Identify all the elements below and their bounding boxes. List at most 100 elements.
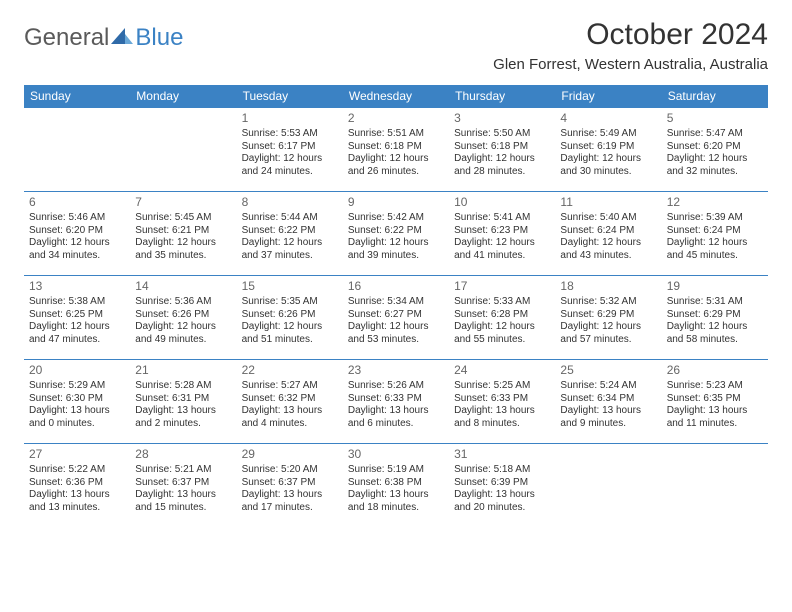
day-number: 7 xyxy=(135,195,231,210)
day-number: 12 xyxy=(667,195,763,210)
calendar-cell: 6Sunrise: 5:46 AMSunset: 6:20 PMDaylight… xyxy=(24,192,130,276)
cell-day2: and 37 minutes. xyxy=(242,250,338,263)
day-number: 24 xyxy=(454,363,550,378)
calendar-cell: 14Sunrise: 5:36 AMSunset: 6:26 PMDayligh… xyxy=(130,276,236,360)
calendar-cell: 27Sunrise: 5:22 AMSunset: 6:36 PMDayligh… xyxy=(24,444,130,528)
cell-sunset: Sunset: 6:38 PM xyxy=(348,477,444,490)
cell-day1: Daylight: 13 hours xyxy=(560,405,656,418)
cell-day2: and 43 minutes. xyxy=(560,250,656,263)
cell-sunset: Sunset: 6:24 PM xyxy=(560,225,656,238)
cell-sunrise: Sunrise: 5:45 AM xyxy=(135,212,231,225)
cell-day1: Daylight: 12 hours xyxy=(667,153,763,166)
weekday-header: Sunday xyxy=(24,85,130,108)
calendar-cell: 23Sunrise: 5:26 AMSunset: 6:33 PMDayligh… xyxy=(343,360,449,444)
weekday-header: Wednesday xyxy=(343,85,449,108)
cell-day2: and 35 minutes. xyxy=(135,250,231,263)
cell-sunrise: Sunrise: 5:36 AM xyxy=(135,296,231,309)
cell-day2: and 32 minutes. xyxy=(667,166,763,179)
calendar-cell xyxy=(555,444,661,528)
cell-day2: and 41 minutes. xyxy=(454,250,550,263)
cell-sunrise: Sunrise: 5:39 AM xyxy=(667,212,763,225)
day-number: 30 xyxy=(348,447,444,462)
day-number: 6 xyxy=(29,195,125,210)
cell-day2: and 53 minutes. xyxy=(348,334,444,347)
cell-day2: and 0 minutes. xyxy=(29,418,125,431)
cell-sunset: Sunset: 6:28 PM xyxy=(454,309,550,322)
cell-sunrise: Sunrise: 5:41 AM xyxy=(454,212,550,225)
calendar-row: 1Sunrise: 5:53 AMSunset: 6:17 PMDaylight… xyxy=(24,108,768,192)
brand-general: General xyxy=(24,24,109,52)
day-number: 5 xyxy=(667,111,763,126)
cell-sunset: Sunset: 6:25 PM xyxy=(29,309,125,322)
day-number: 10 xyxy=(454,195,550,210)
cell-day1: Daylight: 12 hours xyxy=(560,321,656,334)
cell-sunrise: Sunrise: 5:28 AM xyxy=(135,380,231,393)
weekday-header: Monday xyxy=(130,85,236,108)
calendar-cell: 8Sunrise: 5:44 AMSunset: 6:22 PMDaylight… xyxy=(237,192,343,276)
cell-day1: Daylight: 12 hours xyxy=(667,237,763,250)
cell-sunset: Sunset: 6:35 PM xyxy=(667,393,763,406)
calendar-cell: 7Sunrise: 5:45 AMSunset: 6:21 PMDaylight… xyxy=(130,192,236,276)
cell-day1: Daylight: 13 hours xyxy=(242,405,338,418)
weekday-header: Thursday xyxy=(449,85,555,108)
cell-sunrise: Sunrise: 5:47 AM xyxy=(667,128,763,141)
cell-sunrise: Sunrise: 5:19 AM xyxy=(348,464,444,477)
cell-sunset: Sunset: 6:22 PM xyxy=(242,225,338,238)
cell-day2: and 11 minutes. xyxy=(667,418,763,431)
cell-day2: and 15 minutes. xyxy=(135,502,231,515)
calendar-cell xyxy=(24,108,130,192)
calendar-cell: 17Sunrise: 5:33 AMSunset: 6:28 PMDayligh… xyxy=(449,276,555,360)
cell-day1: Daylight: 12 hours xyxy=(135,237,231,250)
cell-sunset: Sunset: 6:27 PM xyxy=(348,309,444,322)
cell-day1: Daylight: 12 hours xyxy=(242,321,338,334)
day-number: 17 xyxy=(454,279,550,294)
cell-day2: and 17 minutes. xyxy=(242,502,338,515)
cell-day2: and 34 minutes. xyxy=(29,250,125,263)
cell-day2: and 57 minutes. xyxy=(560,334,656,347)
calendar-cell: 26Sunrise: 5:23 AMSunset: 6:35 PMDayligh… xyxy=(662,360,768,444)
calendar-cell: 4Sunrise: 5:49 AMSunset: 6:19 PMDaylight… xyxy=(555,108,661,192)
cell-day1: Daylight: 12 hours xyxy=(348,153,444,166)
cell-sunrise: Sunrise: 5:35 AM xyxy=(242,296,338,309)
calendar-cell xyxy=(130,108,236,192)
day-number: 26 xyxy=(667,363,763,378)
day-number: 11 xyxy=(560,195,656,210)
cell-sunset: Sunset: 6:37 PM xyxy=(135,477,231,490)
cell-day1: Daylight: 12 hours xyxy=(29,237,125,250)
cell-sunset: Sunset: 6:33 PM xyxy=(454,393,550,406)
calendar-cell: 24Sunrise: 5:25 AMSunset: 6:33 PMDayligh… xyxy=(449,360,555,444)
cell-sunset: Sunset: 6:18 PM xyxy=(454,141,550,154)
cell-sunset: Sunset: 6:20 PM xyxy=(667,141,763,154)
cell-day1: Daylight: 13 hours xyxy=(348,405,444,418)
cell-sunrise: Sunrise: 5:29 AM xyxy=(29,380,125,393)
cell-sunset: Sunset: 6:34 PM xyxy=(560,393,656,406)
cell-day1: Daylight: 12 hours xyxy=(348,237,444,250)
calendar-cell: 3Sunrise: 5:50 AMSunset: 6:18 PMDaylight… xyxy=(449,108,555,192)
cell-day1: Daylight: 13 hours xyxy=(348,489,444,502)
day-number: 2 xyxy=(348,111,444,126)
cell-sunrise: Sunrise: 5:42 AM xyxy=(348,212,444,225)
cell-day2: and 4 minutes. xyxy=(242,418,338,431)
day-number: 20 xyxy=(29,363,125,378)
cell-day1: Daylight: 13 hours xyxy=(454,405,550,418)
cell-day2: and 6 minutes. xyxy=(348,418,444,431)
weekday-header: Friday xyxy=(555,85,661,108)
calendar-cell: 29Sunrise: 5:20 AMSunset: 6:37 PMDayligh… xyxy=(237,444,343,528)
cell-sunset: Sunset: 6:24 PM xyxy=(667,225,763,238)
cell-day2: and 24 minutes. xyxy=(242,166,338,179)
cell-sunrise: Sunrise: 5:22 AM xyxy=(29,464,125,477)
cell-day2: and 45 minutes. xyxy=(667,250,763,263)
cell-day1: Daylight: 12 hours xyxy=(348,321,444,334)
calendar-row: 27Sunrise: 5:22 AMSunset: 6:36 PMDayligh… xyxy=(24,444,768,528)
cell-day1: Daylight: 13 hours xyxy=(242,489,338,502)
calendar-cell: 15Sunrise: 5:35 AMSunset: 6:26 PMDayligh… xyxy=(237,276,343,360)
calendar-cell xyxy=(662,444,768,528)
cell-day2: and 39 minutes. xyxy=(348,250,444,263)
cell-day2: and 58 minutes. xyxy=(667,334,763,347)
cell-sunrise: Sunrise: 5:44 AM xyxy=(242,212,338,225)
cell-day2: and 13 minutes. xyxy=(29,502,125,515)
cell-sunrise: Sunrise: 5:46 AM xyxy=(29,212,125,225)
calendar-cell: 25Sunrise: 5:24 AMSunset: 6:34 PMDayligh… xyxy=(555,360,661,444)
cell-sunset: Sunset: 6:19 PM xyxy=(560,141,656,154)
cell-sunrise: Sunrise: 5:50 AM xyxy=(454,128,550,141)
